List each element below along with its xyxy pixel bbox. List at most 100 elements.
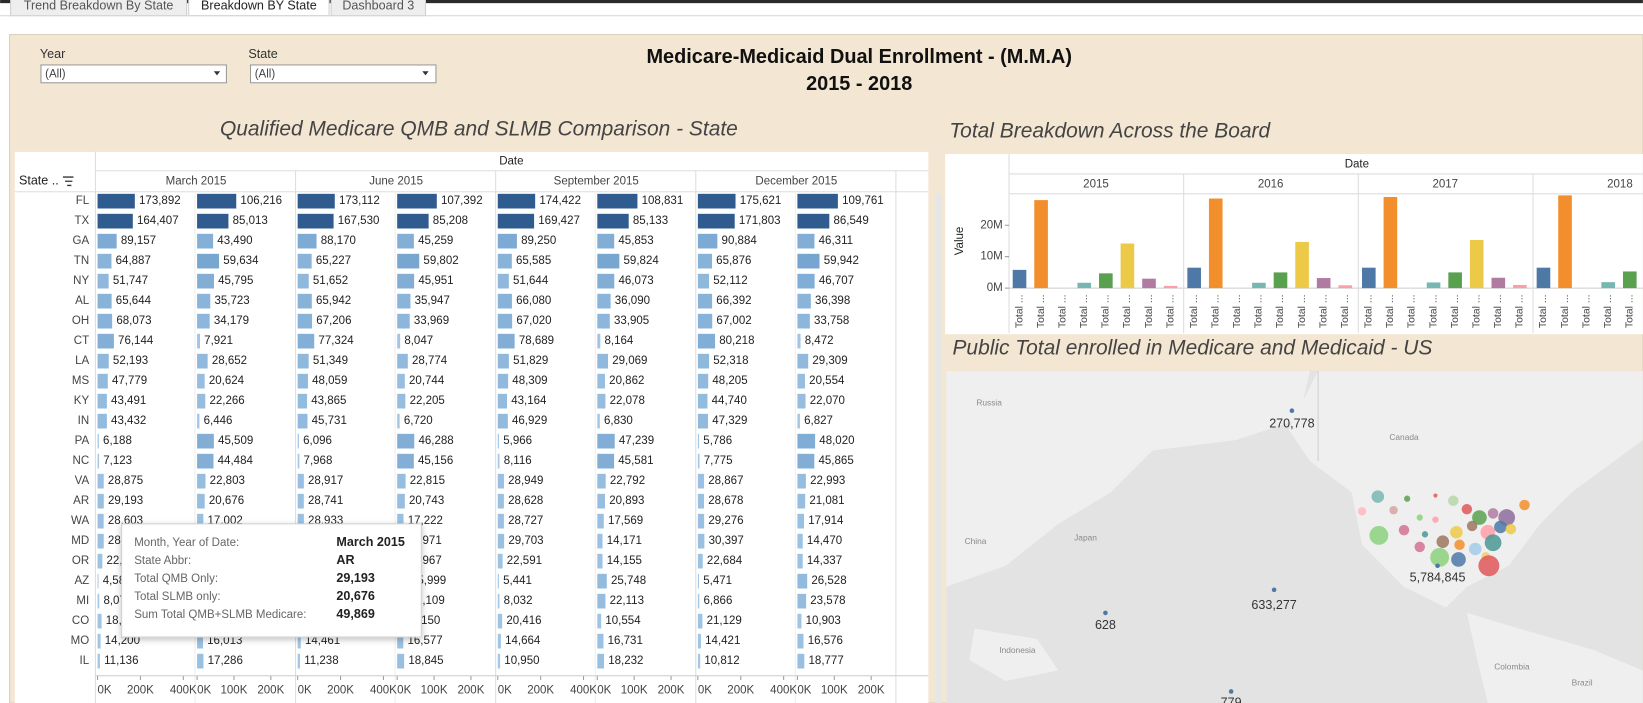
bar-label: 11,136 [104,655,138,667]
bar-label: 23,578 [810,595,845,607]
bubble[interactable] [1371,490,1385,503]
bubble[interactable] [1430,547,1450,567]
map [946,370,1643,703]
bar [597,453,615,469]
bar-label: 10,903 [806,615,841,627]
dropdown-arrow[interactable] [213,71,221,76]
bar [697,293,713,309]
bar-label: 14,421 [705,635,740,647]
dropdown-arrow[interactable] [422,71,429,76]
bubble[interactable] [1357,507,1367,516]
filter-dropdown[interactable] [40,64,227,84]
x-tick-label: 200K [727,684,754,696]
bubble[interactable] [1451,552,1466,567]
scrollbar[interactable] [935,193,942,703]
category-label: Total ... [1211,294,1222,328]
bubble[interactable] [1505,523,1517,535]
bubble[interactable] [1404,495,1411,502]
bar-label: 14,664 [505,635,541,647]
bar-label: 59,802 [423,255,458,267]
map-layer: Russia Canada China Japan Indonesia Colombia B… [965,398,1593,703]
bar [797,513,805,529]
bar-label: 28,741 [308,495,343,507]
bar-label: 28,949 [508,475,543,487]
bar-label: 6,188 [103,435,132,447]
bar [797,653,805,669]
bar-label: 5,966 [503,435,532,447]
year-header: 2018 [1607,178,1633,190]
bar-label: 28,774 [412,355,448,367]
bar-label: 88,170 [321,235,356,247]
bar-label: 76,144 [118,335,154,347]
bar [397,353,408,369]
bar-label: 28,917 [308,475,343,487]
bubble[interactable] [1389,506,1398,515]
bar [797,413,800,429]
bar-label: 51,644 [513,275,549,287]
bar-label: 18,232 [608,655,643,667]
filter-dropdown[interactable] [249,64,437,84]
x-tick-label: 0K [797,684,811,696]
bar-label: 45,951 [418,275,453,287]
bar-label: 43,865 [311,395,346,407]
map-land [969,628,1059,681]
state-label: TN [74,255,89,267]
bar-label: 14,461 [305,635,340,647]
bubble[interactable] [1487,508,1499,519]
sort-icon [62,176,74,187]
bubble[interactable] [1466,520,1478,532]
bubble[interactable] [1416,514,1423,521]
bubble[interactable] [1472,510,1487,525]
bubble[interactable] [1468,542,1482,556]
category-label: Total ... [1407,294,1418,328]
bar [1012,269,1027,289]
x-tick-label: 0K [698,684,712,696]
bubble[interactable] [1494,520,1507,534]
bar [1208,198,1223,289]
tab-label[interactable]: Dashboard 3 [342,0,414,13]
category-label: Total ... [1232,294,1243,328]
bar [197,633,203,649]
bar [1469,240,1484,289]
column-header: Date [1345,159,1369,171]
bar-label: 8,032 [504,595,533,607]
bubble[interactable] [1450,525,1463,539]
bar-label: 35,723 [214,295,249,307]
bar [1163,285,1178,289]
bubble[interactable] [1369,525,1389,545]
bar-label: 28,933 [308,515,343,527]
bubble[interactable] [1436,535,1450,548]
bubble[interactable] [1432,516,1439,523]
bubble[interactable] [1398,524,1410,536]
bar [297,193,335,209]
bar [297,233,317,249]
x-tick-label: 200K [858,684,885,696]
tab-label[interactable]: Breakdown BY State [201,0,317,13]
bubble[interactable] [1461,503,1473,515]
bar [197,233,214,249]
x-tick-label: 400K [770,684,797,696]
state-label: IL [80,655,90,667]
bubble[interactable] [1454,539,1465,551]
bubble[interactable] [1421,531,1429,538]
state-label: IN [78,415,90,427]
bar-label: 64,887 [116,255,151,267]
bar-label: 22,113 [610,595,644,607]
bar [797,633,804,649]
bar [97,593,100,609]
state-label: AL [75,295,90,307]
bubble[interactable] [1433,493,1438,498]
filter-value[interactable]: (All) [45,68,66,80]
bubble[interactable] [1484,534,1502,552]
bar [397,453,414,469]
bar [297,373,308,389]
bar-label: 46,073 [618,275,653,287]
category-label: Total ... [1471,294,1482,328]
bubble[interactable] [1478,555,1500,577]
tab-label[interactable]: Trend Breakdown By State [24,0,174,13]
filter-value[interactable]: (All) [255,68,276,80]
bubble[interactable] [1414,541,1425,553]
bubble[interactable] [1448,495,1459,507]
bubble[interactable] [1519,499,1530,511]
